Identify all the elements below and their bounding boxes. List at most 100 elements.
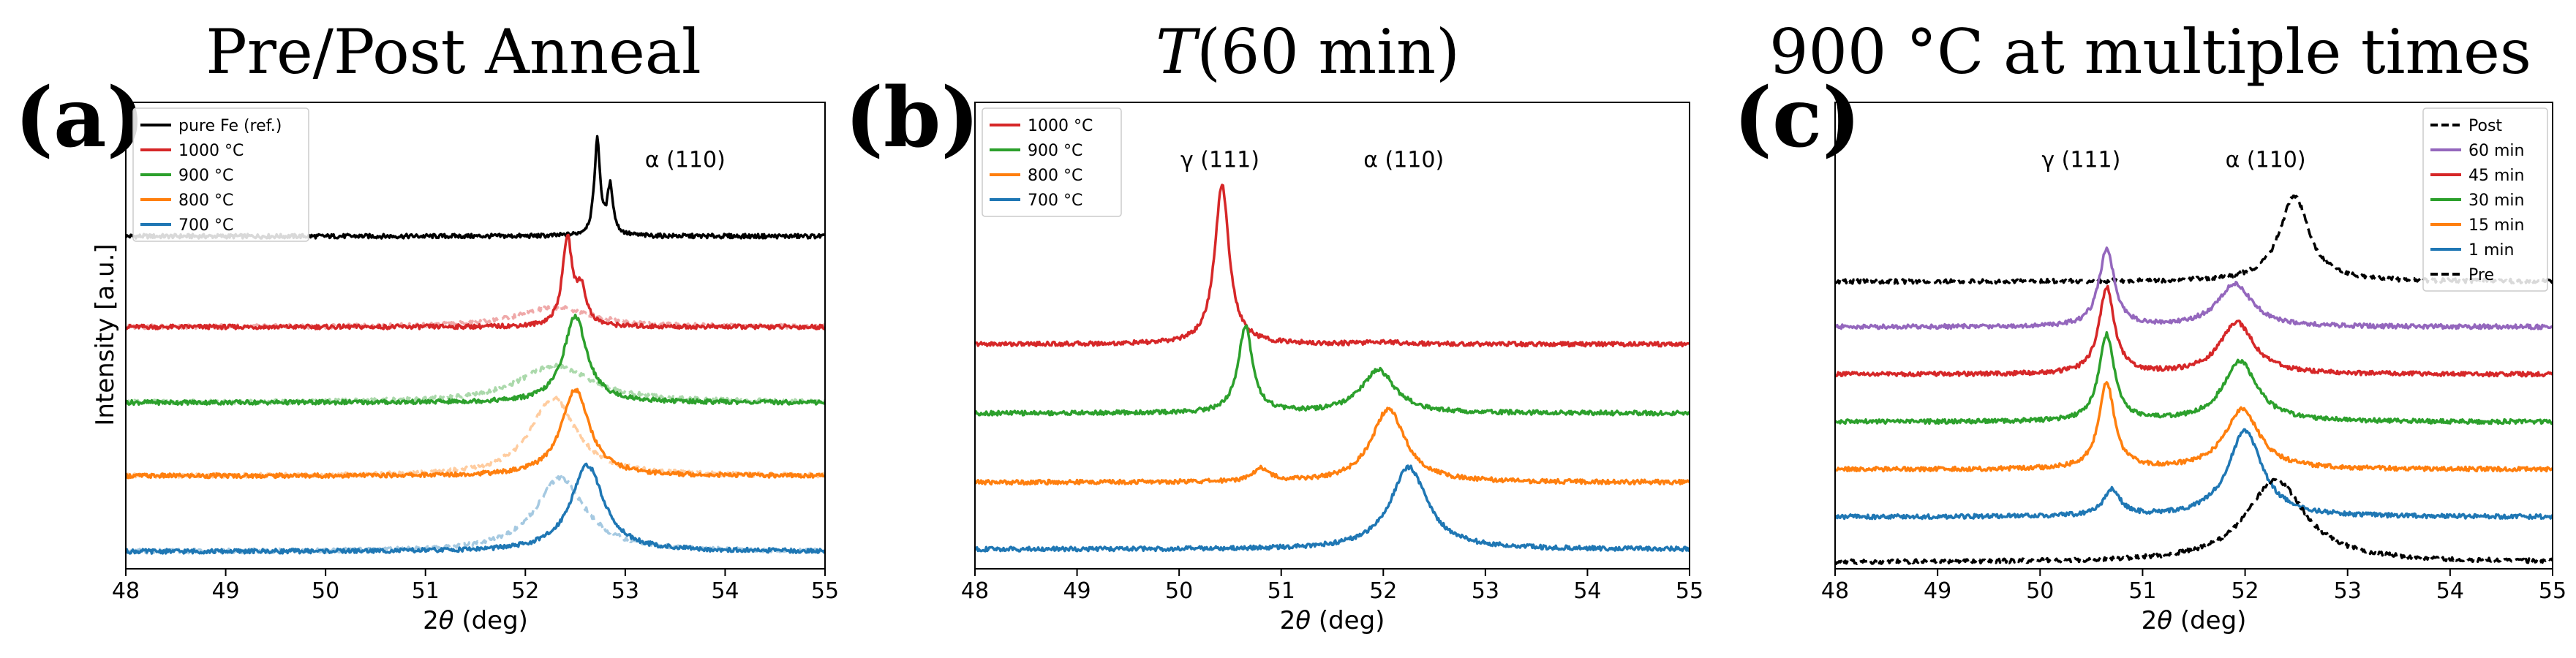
- x-tick-label-51: 51: [412, 578, 440, 604]
- legend-entry-6: Pre: [2468, 266, 2494, 284]
- series-line-1000-c: [975, 184, 1690, 348]
- x-tick-label-52: 52: [2231, 578, 2259, 604]
- plot-area-b: 48 49 50 51 52 53 54 55 2θ (deg) γ (111) α (110) 10…: [961, 102, 1703, 635]
- x-axis-label-theta: θ: [439, 606, 454, 635]
- legend-entry-5: 1 min: [2468, 241, 2514, 260]
- panel-label-c: (c): [1733, 70, 1861, 166]
- x-tick-label-49: 49: [1924, 578, 1951, 604]
- series-line-900-c: [975, 324, 1690, 417]
- legend: 1000 °C 900 °C 800 °C 700 °C: [982, 107, 1122, 217]
- legend-entry-0: Post: [2468, 117, 2502, 135]
- series-line-1000-c-pre-: [126, 304, 825, 330]
- legend-entry-1: 1000 °C: [178, 142, 244, 160]
- series-group: [1835, 194, 2553, 566]
- series-line-700-c: [975, 464, 1690, 553]
- panel-title-c: 900 °C at multiple times: [1769, 16, 2531, 88]
- series-line-30-min: [1835, 330, 2553, 426]
- series-line-900-c: [126, 313, 825, 406]
- x-axis-label-suffix: (deg): [454, 606, 528, 635]
- panel-b: (b) T(60 min) 48 49 50 51 52 53 54 55 2θ (deg) γ …: [845, 16, 1703, 635]
- peak-annotation-0: α (110): [645, 148, 726, 173]
- legend-entry-0: pure Fe (ref.): [178, 117, 282, 135]
- legend-entry-3: 800 °C: [178, 192, 233, 210]
- series-line-800-c: [126, 387, 825, 480]
- panel-label-b: (b): [845, 70, 979, 166]
- peak-annotation-1: α (110): [2226, 148, 2306, 173]
- x-tick-label-53: 53: [1472, 578, 1499, 604]
- x-tick-label-49: 49: [211, 578, 239, 604]
- legend-box: [982, 107, 1122, 217]
- x-axis-label-theta: θ: [2157, 606, 2172, 635]
- x-axis-label-prefix: 2: [423, 606, 439, 635]
- series-line-45-min: [1835, 284, 2553, 378]
- plot-frame: [974, 102, 1690, 570]
- x-axis-label-suffix: (deg): [2172, 606, 2246, 635]
- legend: Post 60 min 45 min 30 min 15 min 1 min Pre: [2422, 107, 2548, 292]
- x-axis-label: 2θ (deg): [423, 606, 528, 635]
- x-axis-label-prefix: 2: [1280, 606, 1296, 635]
- x-tick-label-48: 48: [112, 578, 140, 604]
- legend-entry-1: 900 °C: [1028, 142, 1082, 160]
- x-axis-label: 2θ (deg): [1280, 606, 1385, 635]
- x-tick-label-54: 54: [2436, 578, 2464, 604]
- peak-annotation-0: γ (111): [2041, 148, 2120, 173]
- panel-title-b-rest: (60 min): [1197, 16, 1460, 88]
- x-axis-label-theta: θ: [1295, 606, 1311, 635]
- x-tick-label-54: 54: [1573, 578, 1601, 604]
- legend-box: [2422, 107, 2548, 292]
- series-line-15-min: [1835, 381, 2553, 473]
- legend-entry-3: 700 °C: [1028, 192, 1082, 210]
- series-line-1000-c: [126, 233, 825, 330]
- x-tick-label-55: 55: [811, 578, 839, 604]
- x-tick-label-55: 55: [2539, 578, 2566, 604]
- panel-label-a: (a): [15, 70, 146, 166]
- x-tick-label-53: 53: [2334, 578, 2362, 604]
- legend-entry-0: 1000 °C: [1028, 117, 1093, 135]
- legend-entry-2: 45 min: [2468, 167, 2524, 185]
- plot-frame: [125, 102, 826, 570]
- legend-entry-4: 15 min: [2468, 216, 2524, 235]
- legend-entry-4: 700 °C: [178, 216, 233, 235]
- series-line-800-c-pre-: [126, 396, 825, 480]
- x-tick-label-54: 54: [711, 578, 739, 604]
- x-tick-label-49: 49: [1063, 578, 1091, 604]
- x-tick-label-53: 53: [611, 578, 639, 604]
- y-axis-label: Intensity [a.u.]: [91, 243, 120, 426]
- panel-title-b-variable: T: [1156, 16, 1201, 88]
- series-line-700-c-pre-: [126, 474, 825, 555]
- series-line-800-c: [975, 406, 1690, 486]
- series-line-1-min: [1835, 428, 2553, 521]
- x-axis-label-suffix: (deg): [1311, 606, 1385, 635]
- series-line-60-min: [1835, 246, 2553, 330]
- legend-entry-3: 30 min: [2468, 192, 2524, 210]
- series-group: [975, 184, 1690, 553]
- panel-c: (c) 900 °C at multiple times 48 49 50 51 52 5…: [1733, 16, 2566, 635]
- x-axis-label-prefix: 2: [2142, 606, 2158, 635]
- legend: pure Fe (ref.) 1000 °C 900 °C 800 °C 700 °C: [132, 107, 309, 242]
- panel-a: (a) Pre/Post Anneal Intensity [a.u.] 48 4…: [15, 16, 839, 635]
- panel-title-b: T(60 min): [1156, 16, 1460, 88]
- x-tick-label-52: 52: [511, 578, 539, 604]
- x-tick-label-55: 55: [1676, 578, 1703, 604]
- plot-area-a: 48 49 50 51 52 53 54 55 2θ (deg) α (110) pure Fe (…: [112, 102, 839, 635]
- x-tick-label-50: 50: [1165, 578, 1193, 604]
- x-tick-label-50: 50: [2026, 578, 2054, 604]
- legend-entry-1: 60 min: [2468, 142, 2524, 160]
- legend-entry-2: 800 °C: [1028, 167, 1082, 185]
- x-tick-label-48: 48: [961, 578, 989, 604]
- x-tick-label-50: 50: [312, 578, 339, 604]
- panel-title-a: Pre/Post Anneal: [206, 16, 701, 88]
- plot-area-c: 48 49 50 51 52 53 54 55 2θ (deg) γ (111) α (110) Po…: [1821, 102, 2566, 635]
- legend-box: [132, 107, 309, 242]
- x-axis-label: 2θ (deg): [2142, 606, 2247, 635]
- series-line-900-c-pre-: [126, 363, 825, 406]
- x-tick-label-48: 48: [1821, 578, 1849, 604]
- legend-entry-2: 900 °C: [178, 167, 233, 185]
- series-line-pre: [1835, 477, 2553, 566]
- x-tick-label-51: 51: [2128, 578, 2156, 604]
- x-tick-label-51: 51: [1268, 578, 1295, 604]
- x-tick-label-52: 52: [1369, 578, 1397, 604]
- peak-annotation-0: γ (111): [1180, 148, 1259, 173]
- plot-frame: [1834, 102, 2553, 570]
